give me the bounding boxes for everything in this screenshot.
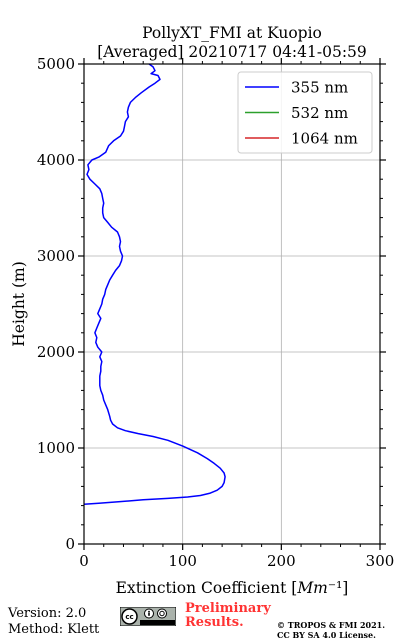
legend-label-2: 1064 nm: [291, 130, 358, 148]
legend-label-0: 355 nm: [291, 79, 348, 97]
method-text: Method: Klett: [8, 622, 100, 637]
y-tick-labels: 0 1000 2000 3000 4000 5000: [37, 55, 75, 553]
x-tick-label: 300: [366, 552, 395, 570]
legend-box: [237, 71, 373, 154]
series-line-0: [83, 63, 226, 505]
cc-by-sa-license-icon: cc: [120, 607, 176, 626]
legend: 355 nm 532 nm 1064 nm: [237, 71, 373, 154]
preliminary-line-2: Results.: [185, 615, 244, 630]
copyright-line-1: © TROPOS & FMI 2021.: [277, 620, 386, 630]
major-ticks: [78, 58, 386, 550]
y-tick-label: 5000: [37, 55, 75, 73]
x-tick-label: 100: [168, 552, 197, 570]
preliminary-line-1: Preliminary: [185, 601, 271, 616]
legend-entries: 355 nm 532 nm 1064 nm: [245, 79, 358, 148]
copyright-notice: © TROPOS & FMI 2021. CC BY SA 4.0 Licens…: [277, 620, 385, 640]
plot-frame: [83, 63, 381, 545]
version-text: Version: 2.0: [8, 606, 87, 621]
svg-text:cc: cc: [125, 613, 133, 621]
y-tick-label: 3000: [37, 247, 75, 265]
y-tick-label: 2000: [37, 343, 75, 361]
chart-subtitle: [Averaged] 20210717 04:41-05:59: [97, 43, 367, 61]
x-tick-labels: 0 100 200 300: [79, 552, 394, 570]
y-tick-label: 1000: [37, 439, 75, 457]
legend-label-1: 532 nm: [291, 104, 348, 122]
x-tick-label: 200: [267, 552, 296, 570]
preliminary-results-notice: Preliminary Results.: [185, 602, 271, 630]
x-axis-label: Extinction Coefficient [Mm⁻¹]: [116, 579, 349, 597]
copyright-line-2: CC BY SA 4.0 License.: [277, 630, 376, 640]
x-tick-label: 0: [79, 552, 89, 570]
series-lines: [83, 63, 226, 505]
chart-title: PollyXT_FMI at Kuopio: [142, 24, 322, 42]
extinction-profile-chart: PollyXT_FMI at Kuopio [Averaged] 2021071…: [10, 24, 394, 597]
y-tick-label: 4000: [37, 151, 75, 169]
y-axis-label: Height (m): [10, 261, 28, 347]
y-tick-label: 0: [65, 535, 75, 553]
